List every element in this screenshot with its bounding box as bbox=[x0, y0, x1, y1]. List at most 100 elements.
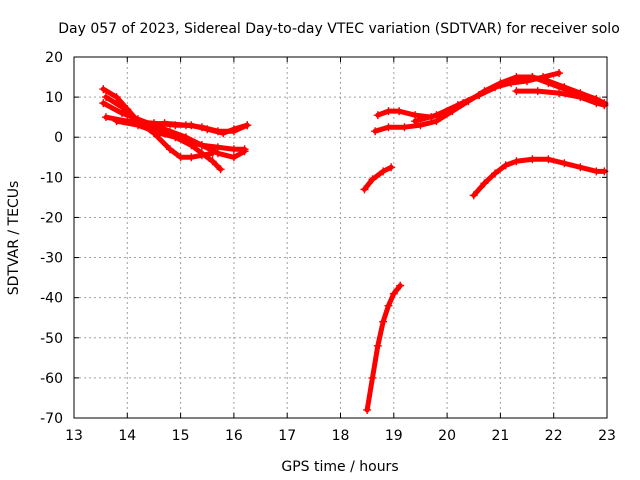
data-point bbox=[368, 373, 377, 382]
y-tick-label: 0 bbox=[54, 130, 63, 146]
data-point bbox=[373, 341, 382, 350]
data-point bbox=[384, 107, 393, 116]
data-point bbox=[384, 301, 393, 310]
x-tick-label: 13 bbox=[65, 428, 83, 444]
data-series-group bbox=[99, 69, 609, 414]
data-point bbox=[400, 123, 409, 132]
y-tick-label: -40 bbox=[40, 291, 63, 307]
data-point bbox=[387, 163, 396, 172]
y-tick-label: -70 bbox=[40, 411, 63, 427]
data-point bbox=[117, 109, 126, 118]
data-point bbox=[101, 93, 110, 102]
y-tick-label: -60 bbox=[40, 371, 63, 387]
x-tick-label: 17 bbox=[278, 428, 296, 444]
data-point bbox=[216, 165, 225, 174]
data-point bbox=[229, 145, 238, 154]
data-point bbox=[229, 127, 238, 136]
data-point bbox=[213, 127, 222, 136]
data-point bbox=[544, 79, 553, 88]
data-point bbox=[160, 119, 169, 128]
data-point bbox=[165, 145, 174, 154]
data-point bbox=[560, 159, 569, 168]
y-tick-label: -30 bbox=[40, 251, 63, 267]
x-tick-label: 18 bbox=[332, 428, 350, 444]
data-point bbox=[171, 133, 180, 142]
data-point bbox=[528, 155, 537, 164]
data-point bbox=[139, 121, 148, 130]
y-tick-label: -10 bbox=[40, 170, 63, 186]
series-line bbox=[361, 164, 394, 192]
data-point bbox=[379, 317, 388, 326]
series-s6 bbox=[139, 119, 252, 136]
data-point bbox=[99, 85, 108, 94]
data-point bbox=[99, 99, 108, 108]
series-s10 bbox=[371, 73, 609, 136]
axis-ticks: 13 14 15 16 17 18 19 20 21 22 23 -70 -60 -50 -40 -30 -20… bbox=[40, 50, 616, 444]
data-point bbox=[176, 153, 185, 162]
data-point bbox=[576, 93, 585, 102]
x-tick-label: 23 bbox=[598, 428, 616, 444]
data-point bbox=[208, 157, 217, 166]
data-point bbox=[240, 147, 249, 156]
series-s7 bbox=[360, 163, 396, 194]
data-point bbox=[101, 113, 110, 122]
y-tick-label: 20 bbox=[45, 50, 63, 66]
data-point bbox=[360, 185, 369, 194]
data-point bbox=[229, 153, 238, 162]
series-s13 bbox=[469, 155, 609, 200]
data-point bbox=[395, 107, 404, 116]
data-point bbox=[432, 111, 441, 120]
data-point bbox=[197, 141, 206, 150]
y-axis-label: SDTVAR / TECUs bbox=[6, 181, 22, 296]
data-point bbox=[384, 123, 393, 132]
data-point bbox=[213, 149, 222, 158]
data-point bbox=[544, 155, 553, 164]
y-tick-label: 10 bbox=[45, 90, 63, 106]
data-point bbox=[187, 153, 196, 162]
data-point bbox=[181, 121, 190, 130]
data-point bbox=[512, 87, 521, 96]
data-point bbox=[411, 117, 420, 126]
series-line bbox=[364, 283, 403, 413]
data-point bbox=[396, 281, 405, 290]
data-point bbox=[379, 167, 388, 176]
series-s3 bbox=[99, 99, 249, 162]
data-point bbox=[480, 179, 489, 188]
x-tick-label: 15 bbox=[172, 428, 190, 444]
data-point bbox=[416, 121, 425, 130]
data-point bbox=[555, 89, 564, 98]
data-point bbox=[501, 161, 510, 170]
data-point bbox=[512, 75, 521, 84]
x-tick-label: 21 bbox=[491, 428, 509, 444]
x-tick-label: 22 bbox=[545, 428, 563, 444]
x-tick-label: 19 bbox=[385, 428, 403, 444]
data-point bbox=[475, 91, 484, 100]
data-point bbox=[453, 101, 462, 110]
data-point bbox=[243, 121, 252, 130]
series-line bbox=[100, 100, 248, 160]
data-point bbox=[496, 81, 505, 90]
data-point bbox=[112, 93, 121, 102]
grid-lines bbox=[74, 57, 607, 418]
data-point bbox=[512, 157, 521, 166]
series-line bbox=[372, 74, 607, 134]
series-line bbox=[412, 74, 607, 124]
data-point bbox=[197, 149, 206, 158]
data-point bbox=[373, 111, 382, 120]
x-tick-label: 20 bbox=[438, 428, 456, 444]
x-tick-label: 16 bbox=[225, 428, 243, 444]
data-point bbox=[371, 127, 380, 136]
y-tick-label: -20 bbox=[40, 210, 63, 226]
chart-title: Day 057 of 2023, Sidereal Day-to-day VTE… bbox=[58, 21, 620, 37]
data-point bbox=[368, 175, 377, 184]
y-tick-label: -50 bbox=[40, 331, 63, 347]
data-point bbox=[592, 99, 601, 108]
data-point bbox=[112, 117, 121, 126]
data-point bbox=[533, 87, 542, 96]
data-point bbox=[469, 191, 478, 200]
data-point bbox=[363, 405, 372, 414]
data-point bbox=[491, 169, 500, 178]
data-point bbox=[187, 141, 196, 150]
data-point bbox=[576, 163, 585, 172]
